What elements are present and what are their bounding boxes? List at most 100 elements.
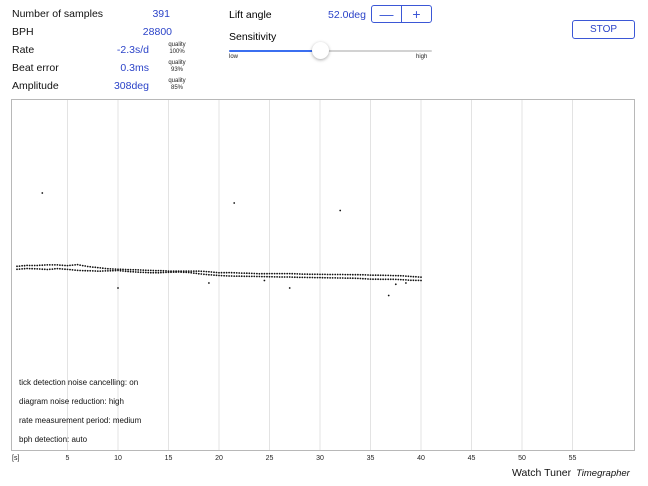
data-point: [74, 264, 76, 266]
data-point: [192, 272, 195, 274]
data-point: [46, 264, 49, 266]
data-point: [402, 275, 405, 277]
data-point: [377, 278, 379, 281]
data-point: [86, 269, 89, 272]
data-point: [233, 202, 236, 204]
data-point: [326, 273, 329, 276]
data-point: [263, 272, 266, 275]
data-point: [225, 275, 228, 277]
rate-quality-label: quality: [168, 42, 186, 48]
data-point: [74, 269, 76, 271]
data-point: [160, 269, 162, 272]
data-point: [200, 270, 203, 273]
data-point: [122, 268, 124, 271]
lift-angle-increment-button[interactable]: +: [401, 6, 431, 22]
data-point: [303, 273, 306, 275]
data-point: [114, 269, 117, 272]
data-point: [84, 269, 87, 272]
data-point: [197, 272, 200, 275]
data-point: [369, 274, 372, 276]
data-point: [203, 273, 205, 276]
data-point: [407, 279, 410, 281]
data-point: [331, 277, 334, 279]
data-point: [286, 272, 289, 275]
data-point: [215, 274, 218, 277]
data-point: [399, 274, 402, 277]
data-point: [228, 275, 231, 277]
sensitivity-slider[interactable]: [229, 42, 432, 60]
data-point: [33, 264, 36, 267]
data-point: [235, 272, 238, 274]
amplitude-quality-label: quality: [168, 78, 186, 84]
data-point: [41, 268, 44, 271]
data-point: [54, 267, 56, 270]
sensitivity-track[interactable]: [229, 50, 432, 52]
data-point: [213, 274, 215, 276]
x-tick-label: 40: [417, 455, 425, 462]
plot-canvas: [16, 100, 573, 450]
data-point: [69, 268, 71, 271]
data-point: [86, 265, 89, 268]
data-point: [185, 270, 188, 272]
sensitivity-high-label: high: [416, 54, 428, 60]
data-point: [200, 273, 203, 275]
data-point: [129, 268, 132, 271]
data-point: [81, 269, 84, 272]
data-point: [293, 276, 296, 279]
data-point: [124, 268, 127, 271]
data-point: [79, 264, 81, 266]
data-point: [261, 272, 263, 275]
data-point: [157, 271, 160, 274]
data-point: [195, 270, 198, 272]
data-point: [412, 279, 415, 282]
data-point: [387, 274, 390, 277]
data-point: [344, 273, 347, 276]
lift-angle-stepper[interactable]: — +: [371, 5, 432, 23]
stop-button[interactable]: STOP: [572, 20, 635, 39]
data-point: [26, 264, 28, 267]
data-point: [157, 269, 160, 272]
data-point: [18, 268, 21, 270]
data-point: [420, 276, 422, 278]
amplitude-quality-value: 85%: [170, 84, 183, 91]
data-point: [99, 270, 102, 272]
data-point: [405, 282, 407, 284]
data-point: [66, 268, 69, 271]
data-point: [109, 269, 112, 272]
data-point: [48, 264, 51, 266]
data-point: [354, 273, 357, 276]
x-tick-label: 5: [65, 455, 70, 462]
data-point: [21, 268, 23, 270]
data-point: [266, 275, 268, 278]
data-point: [210, 271, 213, 273]
data-point: [16, 268, 18, 271]
data-point: [71, 269, 74, 271]
data-point: [369, 278, 372, 280]
data-point: [18, 265, 21, 267]
sensitivity-thumb[interactable]: [312, 42, 330, 59]
lift-angle-decrement-button[interactable]: —: [379, 6, 394, 22]
data-point: [397, 278, 400, 281]
data-point: [142, 269, 145, 271]
data-point: [66, 264, 69, 267]
data-point: [218, 274, 220, 277]
data-point: [291, 272, 294, 275]
data-point: [107, 270, 109, 272]
data-point: [245, 272, 248, 275]
data-point: [309, 276, 311, 279]
beat-error-value: 0.3ms: [120, 62, 149, 74]
data-point: [319, 273, 321, 276]
info-diagram-noise-reduction: diagram noise reduction: high: [19, 397, 124, 406]
data-point: [155, 271, 157, 274]
data-point: [357, 273, 359, 276]
data-point: [281, 276, 283, 278]
data-point: [309, 273, 311, 276]
data-point: [124, 270, 127, 273]
data-point: [187, 270, 190, 272]
brand-label: Watch Tuner Timegrapher: [512, 467, 630, 479]
rate-value: -2.3s/d: [116, 44, 149, 56]
data-point: [389, 278, 392, 281]
info-noise-cancelling: tick detection noise cancelling: on: [19, 378, 139, 387]
data-point: [127, 270, 129, 273]
sensitivity-label: Sensitivity: [229, 31, 277, 43]
